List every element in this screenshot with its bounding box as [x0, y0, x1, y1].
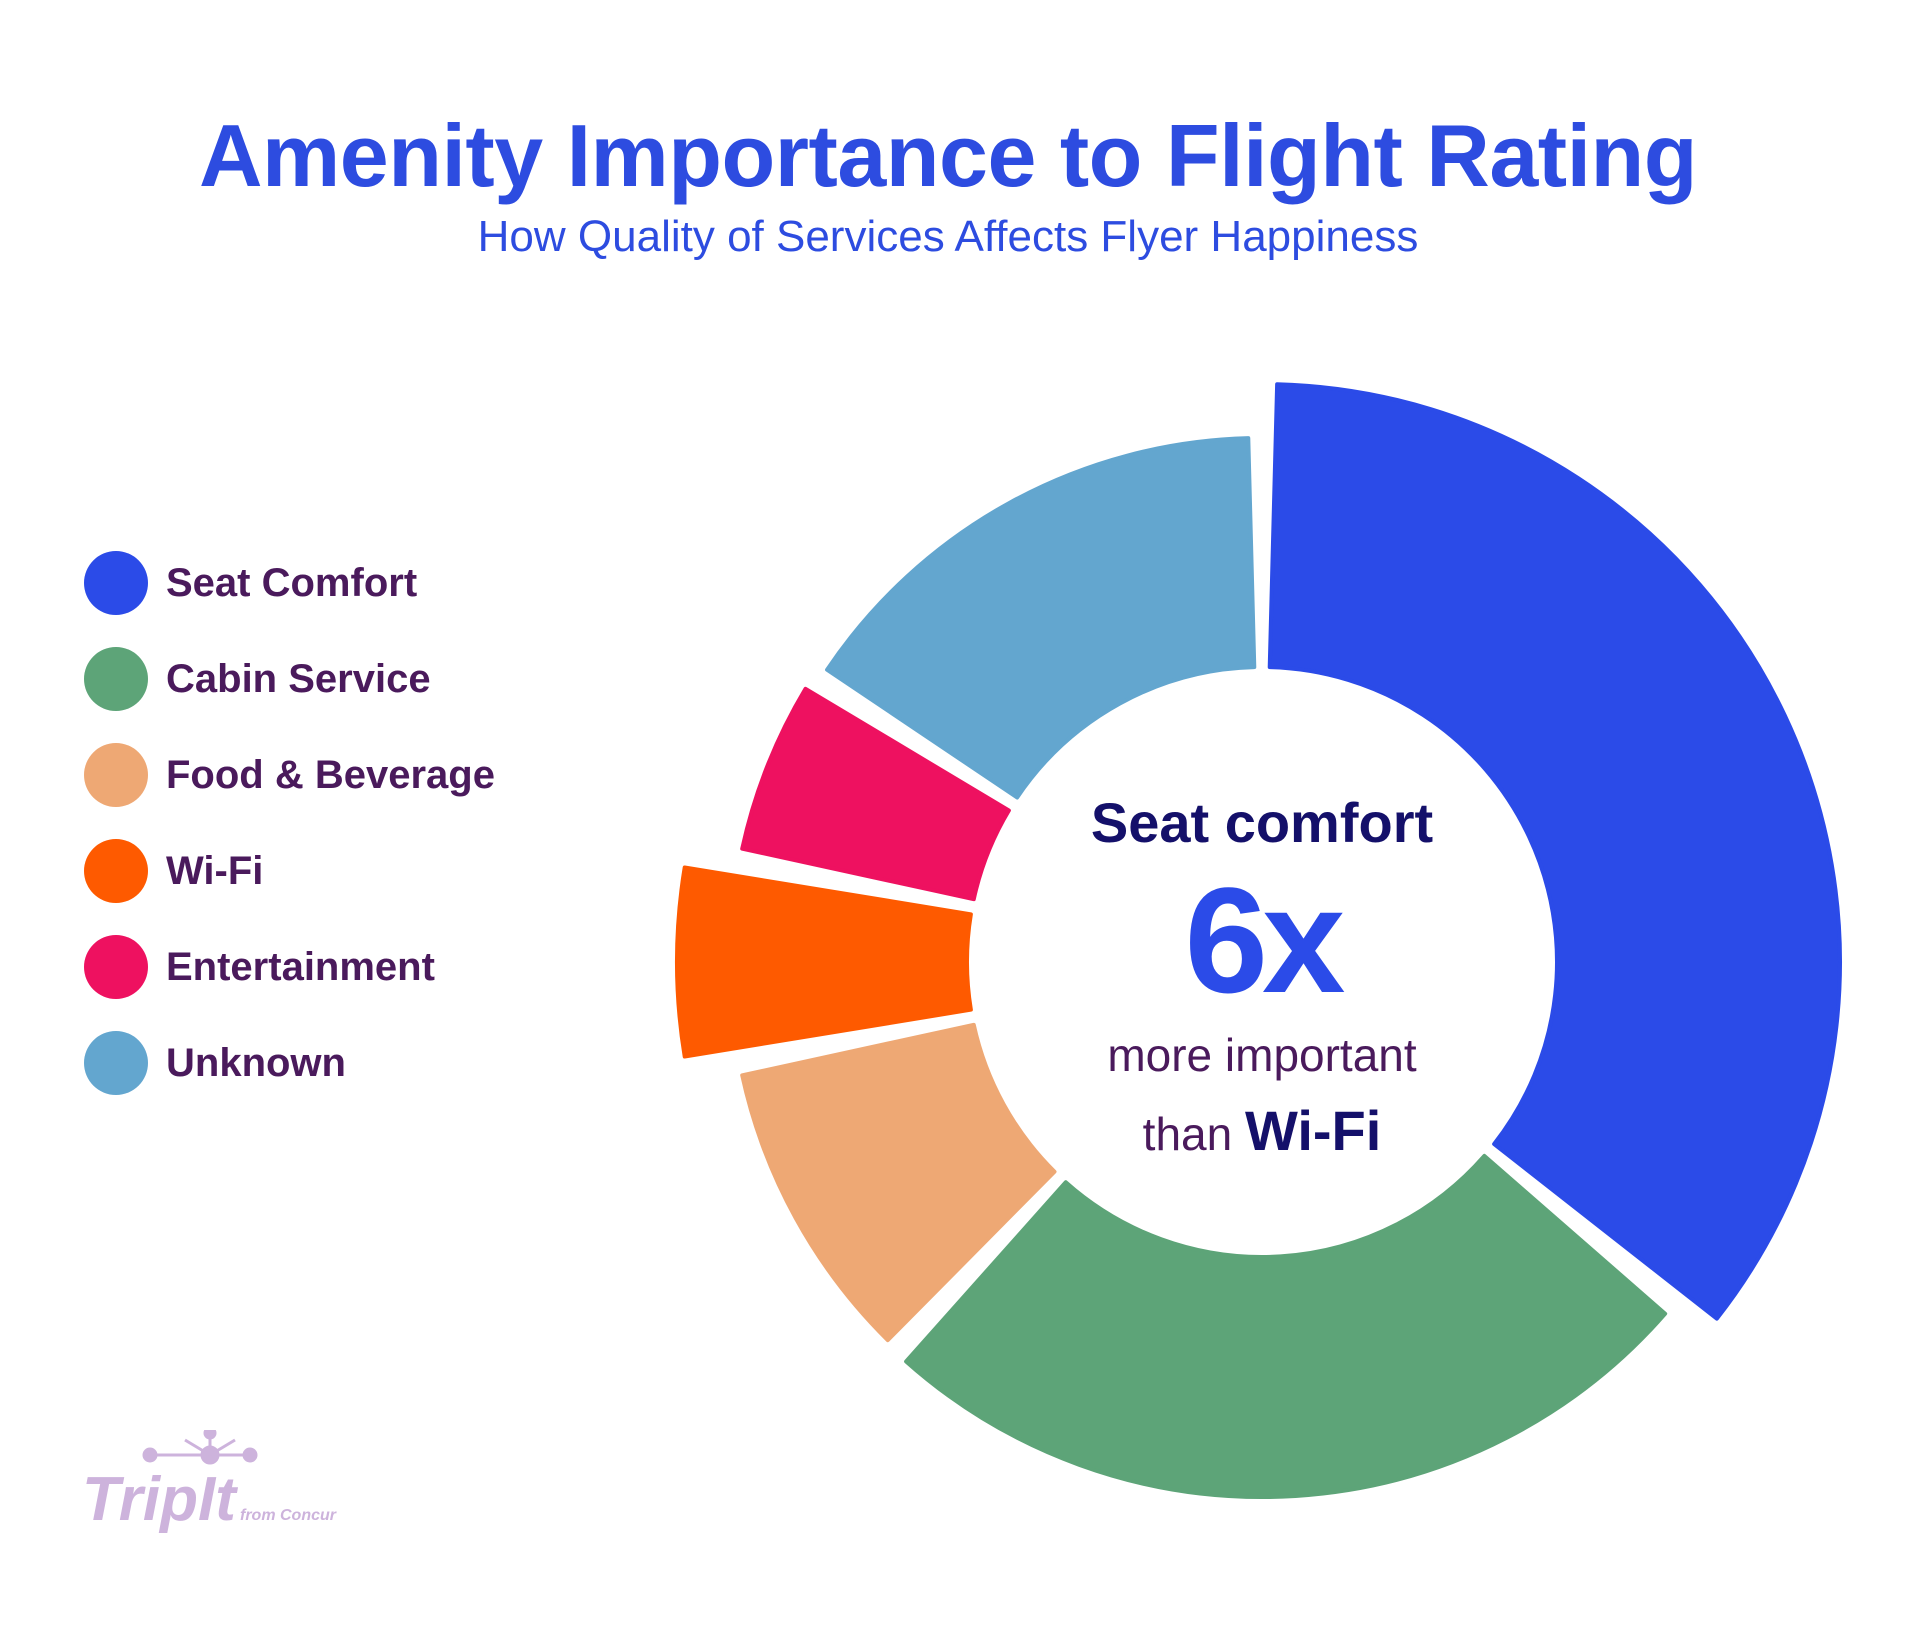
donut-slice-entertainment: [740, 686, 1011, 902]
legend-swatch: [84, 935, 148, 999]
legend-label: Seat Comfort: [166, 560, 418, 605]
legend-item: Entertainment: [84, 919, 495, 1015]
donut-slice-seat-comfort: [1267, 382, 1842, 1321]
annotation-line1: Seat comfort: [1090, 791, 1434, 854]
chart-title: Amenity Importance to Flight Rating: [198, 106, 1698, 205]
annotation-line4: than Wi-Fi: [1012, 1098, 1512, 1163]
tripit-logo: TripIt from Concur: [80, 1426, 380, 1545]
legend-item: Food & Beverage: [84, 727, 495, 823]
svg-text:from Concur: from Concur: [240, 1507, 337, 1524]
legend: Seat Comfort Cabin Service Food & Beverage…: [84, 535, 495, 1111]
donut-slice-cabin-service: [904, 1153, 1668, 1499]
legend-swatch: [84, 647, 148, 711]
legend-item: Cabin Service: [84, 631, 495, 727]
legend-label: Unknown: [166, 1040, 346, 1085]
annotation-wifi: Wi-Fi: [1244, 1099, 1382, 1162]
legend-item: Seat Comfort: [84, 535, 495, 631]
legend-item: Wi-Fi: [84, 823, 495, 919]
donut-slice-food-beverage: [740, 1022, 1057, 1343]
legend-swatch: [84, 551, 148, 615]
legend-label: Food & Beverage: [166, 752, 495, 797]
donut-slice-unknown: [825, 436, 1257, 800]
donut-slice-wi-fi: [674, 865, 973, 1059]
legend-swatch: [84, 839, 148, 903]
annotation-than: than: [1142, 1108, 1233, 1160]
legend-swatch: [84, 743, 148, 807]
legend-swatch: [84, 1031, 148, 1095]
legend-label: Entertainment: [166, 944, 435, 989]
legend-label: Cabin Service: [166, 656, 431, 701]
annotation-big-number: 6x: [1184, 856, 1346, 1024]
chart-subtitle: How Quality of Services Affects Flyer Ha…: [477, 212, 1419, 261]
legend-label: Wi-Fi: [166, 848, 264, 893]
svg-text:TripIt: TripIt: [82, 1465, 238, 1534]
annotation-line3: more important: [1107, 1029, 1417, 1081]
legend-item: Unknown: [84, 1015, 495, 1111]
